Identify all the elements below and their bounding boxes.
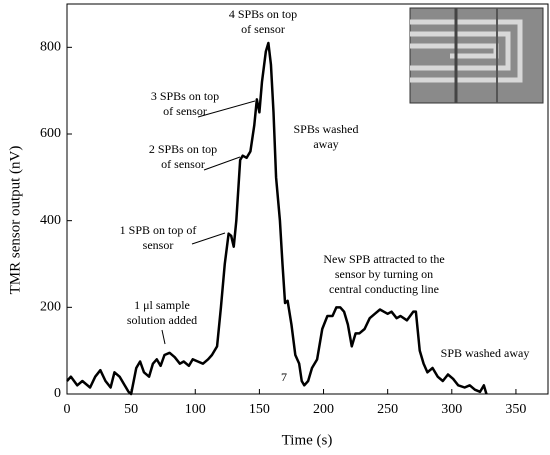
annotation: 1 μl sample xyxy=(134,298,190,312)
annotation: of sensor xyxy=(163,104,207,118)
x-tick-label: 0 xyxy=(64,402,71,417)
y-tick-label: 400 xyxy=(40,213,61,228)
annotation: SPBs washed xyxy=(293,122,358,136)
annotation: 7 xyxy=(281,370,287,384)
annotation: 4 SPBs on top xyxy=(229,7,297,21)
y-tick-label: 800 xyxy=(40,40,61,55)
annotation: 3 SPBs on top xyxy=(151,89,219,103)
y-tick-label: 600 xyxy=(40,126,61,141)
inset-photo xyxy=(409,7,544,104)
y-tick-label: 0 xyxy=(54,386,61,401)
annotation: of sensor xyxy=(161,157,205,171)
x-tick-label: 350 xyxy=(505,402,526,417)
leader-lines xyxy=(161,100,256,345)
annotation: sensor xyxy=(143,238,174,252)
annotation: sensor by turning on xyxy=(335,267,433,281)
annotation: New SPB attracted to the xyxy=(323,252,444,266)
annotation: away xyxy=(313,137,338,151)
x-tick-label: 300 xyxy=(441,402,462,417)
x-tick-label: 200 xyxy=(313,402,334,417)
x-tick-label: 150 xyxy=(249,402,270,417)
y-axis-label: TMR sensor output (nV) xyxy=(7,146,23,295)
x-tick-label: 100 xyxy=(185,402,206,417)
x-tick-label: 50 xyxy=(124,402,138,417)
annotation: 1 SPB on top of xyxy=(120,223,197,237)
annotation: 2 SPBs on top xyxy=(149,142,217,156)
y-tick-label: 200 xyxy=(40,300,61,315)
annotation: SPB washed away xyxy=(441,346,530,360)
x-tick-label: 250 xyxy=(377,402,398,417)
x-axis-label: Time (s) xyxy=(282,432,333,448)
line-series xyxy=(66,41,488,396)
annotation: of sensor xyxy=(241,22,285,36)
plot-frame xyxy=(66,3,549,395)
annotation: central conducting line xyxy=(329,282,439,296)
annotation: solution added xyxy=(127,313,197,327)
